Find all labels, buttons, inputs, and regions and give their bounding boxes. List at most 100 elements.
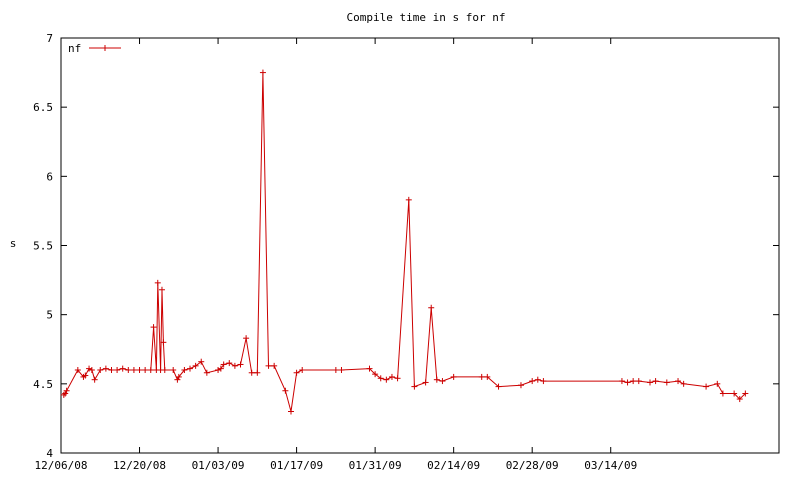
data-point [287,408,294,415]
data-point [119,365,126,372]
x-axis: 12/06/08 12/20/08 01/03/09 01/17/09 01/31/09… [35,38,637,472]
y-tick-label: 5.5 [33,240,53,253]
y-tick-label: 6.5 [33,101,53,114]
y-tick-label: 7 [46,32,53,45]
data-point [160,339,167,346]
data-point [226,360,233,367]
data-point [86,365,93,372]
x-tick-label: 03/14/09 [584,459,637,472]
data-point [231,362,238,369]
series-line-nf [63,72,746,412]
data-point [198,358,205,365]
x-tick-label: 02/14/09 [427,459,480,472]
data-point [484,373,491,380]
data-point [388,373,395,380]
data-point [91,376,98,383]
x-tick-label: 12/06/08 [35,459,88,472]
data-point [108,367,115,373]
data-point [170,367,177,373]
data-point [147,367,154,373]
data-point [215,367,222,373]
data-point [377,375,384,382]
data-point [220,361,227,368]
data-point [299,367,306,373]
data-point [192,362,199,369]
data-point [187,365,194,372]
data-point [383,376,390,383]
data-point [217,365,224,372]
data-point [254,369,261,376]
data-point [439,378,446,385]
data-point [142,367,149,373]
data-point [405,196,412,203]
data-point [175,373,182,380]
data-point [237,361,244,368]
data-point [366,365,373,372]
data-point [174,376,181,383]
data-point [293,369,300,376]
data-point [332,367,339,373]
data-point [114,367,121,373]
y-tick-label: 4 [46,447,53,460]
data-point [675,378,682,385]
legend-marker-nf [102,45,108,51]
x-tick-label: 02/28/09 [506,459,559,472]
data-point [125,367,132,373]
data-point [736,396,743,403]
data-point [719,390,726,397]
data-point [154,279,161,286]
data-point [618,378,625,385]
data-point [203,369,210,376]
y-axis: 4 4.5 5 5.5 6 6.5 7 [33,32,779,460]
data-point [63,387,70,394]
data-point [450,373,457,380]
series-layer [60,69,749,415]
data-point [60,391,67,398]
data-point [271,362,278,369]
x-tick-label: 01/31/09 [349,459,402,472]
data-point [731,390,738,397]
plot-frame [60,37,780,454]
data-point [259,69,266,76]
legend: nf [68,42,121,55]
y-axis-label: s [10,237,17,250]
data-point [630,378,637,385]
data-point [433,376,440,383]
data-point [158,286,165,293]
data-point [248,369,255,376]
data-point [624,379,631,386]
data-point [88,367,95,373]
data-point [422,379,429,386]
data-point [82,372,89,379]
x-tick-label: 12/20/08 [113,459,166,472]
data-point [635,378,642,385]
data-point [714,380,721,387]
data-point [150,324,157,331]
data-point [97,367,104,373]
y-tick-label: 5 [46,309,53,322]
data-point [411,383,418,390]
data-point [62,390,69,397]
x-tick-label: 01/17/09 [270,459,323,472]
data-point [529,378,536,385]
chart-title: Compile time in s for nf [347,11,506,24]
data-point [663,379,670,386]
data-point [495,383,502,390]
data-point [646,379,653,386]
y-tick-label: 6 [46,170,53,183]
data-point [540,378,547,385]
data-point [394,375,401,382]
data-point [136,367,143,373]
data-point [338,367,345,373]
data-point [265,362,272,369]
x-tick-label: 01/03/09 [192,459,245,472]
data-point [130,367,137,373]
data-point [534,376,541,383]
data-point [74,367,81,373]
data-point [372,371,379,378]
legend-label-nf: nf [68,42,81,55]
data-point [102,365,109,372]
data-point [282,387,289,394]
